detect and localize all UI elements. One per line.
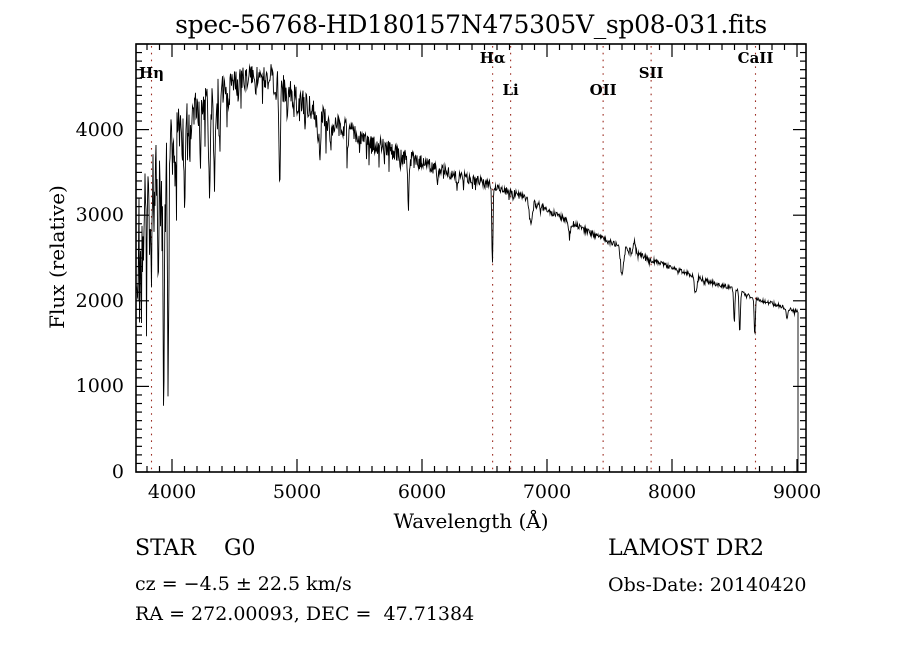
x-tick-label: 8000 [647,481,697,503]
ra-dec-text: RA = 272.00093, DEC = 47.71384 [135,603,475,625]
x-tick-label: 7000 [522,481,572,503]
x-tick-label: 5000 [272,481,322,503]
obs-date-text: Obs-Date: 20140420 [608,574,807,596]
y-tick-label: 2000 [75,289,124,312]
spectral-line-label: Hα [479,49,506,67]
spectral-line-label: SII [638,64,664,82]
y-tick-label: 0 [111,461,124,483]
object-class-text: STAR G0 [135,536,256,561]
spectral-line-label: CaII [737,49,774,67]
plot-title: spec-56768-HD180157N475305V_sp08-031.fit… [175,10,767,39]
cz-text: cz = −4.5 ± 22.5 km/s [135,573,352,595]
x-axis-label: Wavelength (Å) [393,509,549,533]
y-tick-label: 3000 [75,204,124,227]
spectral-line-label: Hη [138,64,165,82]
x-tick-label: 9000 [772,481,822,503]
x-tick-label: 6000 [397,481,447,503]
y-tick-label: 1000 [75,375,124,398]
spectral-line-label: Li [502,81,519,99]
spectral-line-label: OII [589,81,617,99]
survey-text: LAMOST DR2 [608,536,764,561]
x-tick-label: 4000 [147,481,197,503]
y-tick-label: 4000 [75,118,124,141]
